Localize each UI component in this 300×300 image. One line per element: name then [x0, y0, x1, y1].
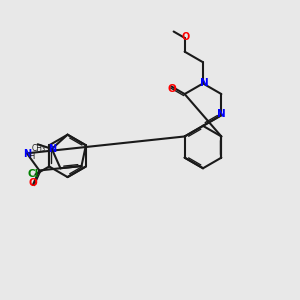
Text: Cl: Cl — [27, 169, 39, 179]
Text: N: N — [200, 78, 208, 88]
Text: N: N — [48, 144, 56, 154]
Text: O: O — [181, 32, 189, 42]
Text: N: N — [217, 109, 226, 119]
Text: O: O — [28, 178, 37, 188]
Text: H: H — [28, 152, 34, 161]
Text: CH₃: CH₃ — [31, 144, 45, 153]
Text: N: N — [23, 148, 32, 159]
Text: O: O — [168, 84, 176, 94]
